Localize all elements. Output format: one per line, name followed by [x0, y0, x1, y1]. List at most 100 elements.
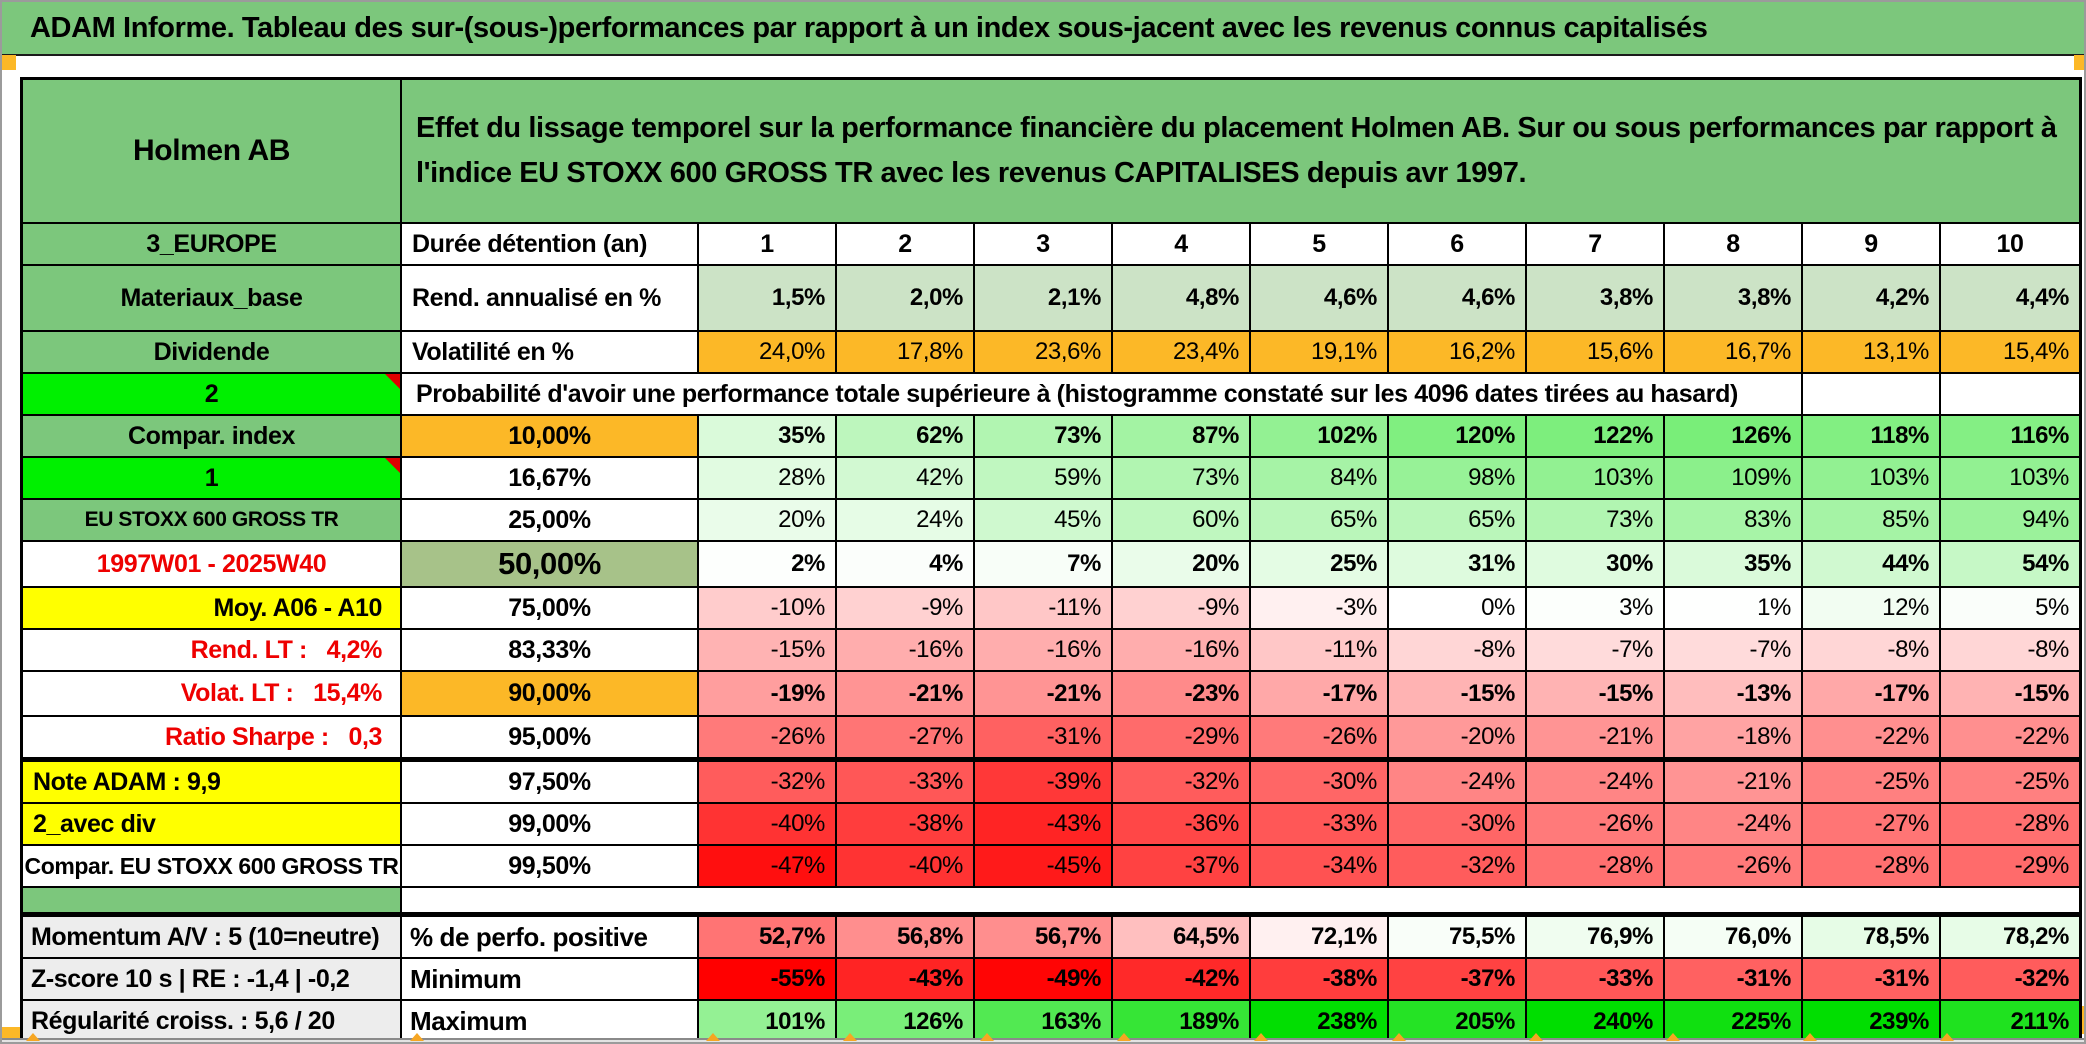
- label-cell-annual-return[interactable]: Materiaux_base: [23, 266, 402, 332]
- value-cell-p99-50-y1[interactable]: -47%: [699, 846, 837, 888]
- value-cell-p10-y5[interactable]: 102%: [1251, 416, 1389, 458]
- metric-cell-volatility[interactable]: Volatilité en %: [402, 332, 699, 374]
- value-cell-minimum-y7[interactable]: -33%: [1527, 959, 1665, 1001]
- metric-cell-duration[interactable]: Durée détention (an): [402, 224, 699, 266]
- value-cell-volatility-y5[interactable]: 19,1%: [1251, 332, 1389, 374]
- value-cell-maximum-y10[interactable]: 211%: [1941, 1001, 2079, 1042]
- value-cell-p16-67-y5[interactable]: 84%: [1251, 458, 1389, 500]
- value-cell-p10-y3[interactable]: 73%: [975, 416, 1113, 458]
- value-cell-p97-50-y1[interactable]: -32%: [699, 762, 837, 804]
- value-cell-volatility-y10[interactable]: 15,4%: [1941, 332, 2079, 374]
- value-cell-minimum-y1[interactable]: -55%: [699, 959, 837, 1001]
- value-cell-p16-67-y4[interactable]: 73%: [1113, 458, 1251, 500]
- value-cell-p75-y8[interactable]: 1%: [1665, 588, 1803, 630]
- value-cell-p95-y6[interactable]: -20%: [1389, 717, 1527, 759]
- value-cell-minimum-y3[interactable]: -49%: [975, 959, 1113, 1001]
- value-cell-p95-y4[interactable]: -29%: [1113, 717, 1251, 759]
- value-cell-positive-share-y10[interactable]: 78,2%: [1941, 917, 2079, 959]
- table-description-cell[interactable]: Effet du lissage temporel sur la perform…: [402, 80, 2079, 224]
- value-cell-positive-share-y4[interactable]: 64,5%: [1113, 917, 1251, 959]
- value-cell-minimum-y4[interactable]: -42%: [1113, 959, 1251, 1001]
- value-cell-p83-33-y5[interactable]: -11%: [1251, 630, 1389, 672]
- value-cell-p99-y1[interactable]: -40%: [699, 804, 837, 846]
- value-cell-p50-y2[interactable]: 4%: [837, 542, 975, 588]
- value-cell-duration-y4[interactable]: 4: [1113, 224, 1251, 266]
- label-cell-p99-50[interactable]: Compar. EU STOXX 600 GROSS TR: [23, 846, 402, 888]
- metric-cell-p25[interactable]: 25,00%: [402, 500, 699, 542]
- label-cell-probability-note[interactable]: 2: [23, 374, 402, 416]
- value-cell-p75-y1[interactable]: -10%: [699, 588, 837, 630]
- value-cell-annual-return-y10[interactable]: 4,4%: [1941, 266, 2079, 332]
- value-cell-p90-y10[interactable]: -15%: [1941, 672, 2079, 717]
- value-cell-maximum-y7[interactable]: 240%: [1527, 1001, 1665, 1042]
- value-cell-volatility-y9[interactable]: 13,1%: [1803, 332, 1941, 374]
- metric-cell-annual-return[interactable]: Rend. annualisé en %: [402, 266, 699, 332]
- metric-cell-p99-50[interactable]: 99,50%: [402, 846, 699, 888]
- value-cell-p25-y3[interactable]: 45%: [975, 500, 1113, 542]
- value-cell-p83-33-y8[interactable]: -7%: [1665, 630, 1803, 672]
- value-cell-minimum-y8[interactable]: -31%: [1665, 959, 1803, 1001]
- value-cell-positive-share-y1[interactable]: 52,7%: [699, 917, 837, 959]
- value-cell-p90-y3[interactable]: -21%: [975, 672, 1113, 717]
- value-cell-p50-y4[interactable]: 20%: [1113, 542, 1251, 588]
- value-cell-p99-50-y6[interactable]: -32%: [1389, 846, 1527, 888]
- value-cell-p97-50-y3[interactable]: -39%: [975, 762, 1113, 804]
- value-cell-p10-y8[interactable]: 126%: [1665, 416, 1803, 458]
- value-cell-p99-50-y10[interactable]: -29%: [1941, 846, 2079, 888]
- value-cell-p50-y9[interactable]: 44%: [1803, 542, 1941, 588]
- probability-note-cell[interactable]: Probabilité d'avoir une performance tota…: [402, 374, 1803, 416]
- value-cell-p99-50-y8[interactable]: -26%: [1665, 846, 1803, 888]
- value-cell-p97-50-y10[interactable]: -25%: [1941, 762, 2079, 804]
- value-cell-p50-y8[interactable]: 35%: [1665, 542, 1803, 588]
- value-cell-p25-y4[interactable]: 60%: [1113, 500, 1251, 542]
- value-cell-p83-33-y2[interactable]: -16%: [837, 630, 975, 672]
- value-cell-p75-y4[interactable]: -9%: [1113, 588, 1251, 630]
- value-cell-duration-y2[interactable]: 2: [837, 224, 975, 266]
- value-cell-p97-50-y6[interactable]: -24%: [1389, 762, 1527, 804]
- label-cell-p95[interactable]: Ratio Sharpe : 0,3: [23, 717, 402, 759]
- value-cell-p95-y8[interactable]: -18%: [1665, 717, 1803, 759]
- value-cell-p90-y7[interactable]: -15%: [1527, 672, 1665, 717]
- label-cell-p90[interactable]: Volat. LT : 15,4%: [23, 672, 402, 717]
- value-cell-p75-y10[interactable]: 5%: [1941, 588, 2079, 630]
- value-cell-p16-67-y1[interactable]: 28%: [699, 458, 837, 500]
- label-cell-p10[interactable]: Compar. index: [23, 416, 402, 458]
- value-cell-p83-33-y6[interactable]: -8%: [1389, 630, 1527, 672]
- value-cell-p75-y7[interactable]: 3%: [1527, 588, 1665, 630]
- value-cell-p97-50-y2[interactable]: -33%: [837, 762, 975, 804]
- value-cell-p83-33-y7[interactable]: -7%: [1527, 630, 1665, 672]
- value-cell-p97-50-y7[interactable]: -24%: [1527, 762, 1665, 804]
- value-cell-p25-y8[interactable]: 83%: [1665, 500, 1803, 542]
- value-cell-duration-y5[interactable]: 5: [1251, 224, 1389, 266]
- value-cell-p50-y6[interactable]: 31%: [1389, 542, 1527, 588]
- value-cell-minimum-y2[interactable]: -43%: [837, 959, 975, 1001]
- value-cell-p25-y7[interactable]: 73%: [1527, 500, 1665, 542]
- label-cell-p75[interactable]: Moy. A06 - A10: [23, 588, 402, 630]
- label-cell-minimum[interactable]: Z-score 10 s | RE : -1,4 | -0,2: [23, 959, 402, 1001]
- value-cell-annual-return-y5[interactable]: 4,6%: [1251, 266, 1389, 332]
- value-cell-p90-y5[interactable]: -17%: [1251, 672, 1389, 717]
- empty-cell[interactable]: [1941, 374, 2079, 416]
- value-cell-maximum-y4[interactable]: 189%: [1113, 1001, 1251, 1042]
- value-cell-volatility-y3[interactable]: 23,6%: [975, 332, 1113, 374]
- value-cell-volatility-y4[interactable]: 23,4%: [1113, 332, 1251, 374]
- value-cell-annual-return-y4[interactable]: 4,8%: [1113, 266, 1251, 332]
- value-cell-p25-y10[interactable]: 94%: [1941, 500, 2079, 542]
- value-cell-p90-y2[interactable]: -21%: [837, 672, 975, 717]
- value-cell-p99-50-y5[interactable]: -34%: [1251, 846, 1389, 888]
- value-cell-p99-y6[interactable]: -30%: [1389, 804, 1527, 846]
- value-cell-duration-y9[interactable]: 9: [1803, 224, 1941, 266]
- value-cell-p97-50-y4[interactable]: -32%: [1113, 762, 1251, 804]
- value-cell-p25-y1[interactable]: 20%: [699, 500, 837, 542]
- value-cell-positive-share-y5[interactable]: 72,1%: [1251, 917, 1389, 959]
- value-cell-p16-67-y9[interactable]: 103%: [1803, 458, 1941, 500]
- value-cell-p83-33-y9[interactable]: -8%: [1803, 630, 1941, 672]
- value-cell-maximum-y2[interactable]: 126%: [837, 1001, 975, 1042]
- value-cell-p25-y6[interactable]: 65%: [1389, 500, 1527, 542]
- value-cell-annual-return-y2[interactable]: 2,0%: [837, 266, 975, 332]
- label-cell-maximum[interactable]: Régularité croiss. : 5,6 / 20: [23, 1001, 402, 1042]
- value-cell-duration-y3[interactable]: 3: [975, 224, 1113, 266]
- value-cell-positive-share-y9[interactable]: 78,5%: [1803, 917, 1941, 959]
- value-cell-p25-y5[interactable]: 65%: [1251, 500, 1389, 542]
- value-cell-p90-y8[interactable]: -13%: [1665, 672, 1803, 717]
